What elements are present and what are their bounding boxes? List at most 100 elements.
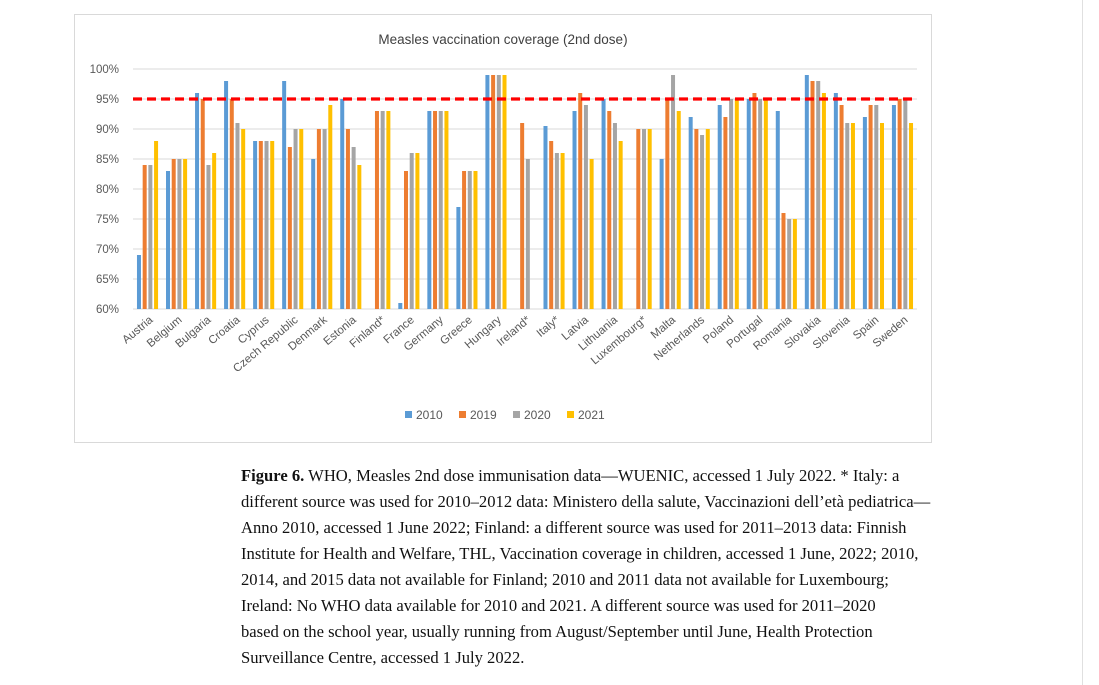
- bar: [850, 123, 855, 309]
- bar: [816, 81, 821, 309]
- bar: [148, 165, 153, 309]
- figure-caption: Figure 6. WHO, Measles 2nd dose immunisa…: [241, 463, 1041, 671]
- y-tick-label: 60%: [96, 304, 119, 316]
- bar: [665, 99, 670, 309]
- caption-line-3: Anno 2010, accessed 1 June 2022; Finland…: [241, 518, 907, 537]
- bar: [525, 159, 530, 309]
- bar: [328, 105, 333, 309]
- legend-label: 2019: [470, 408, 497, 422]
- y-tick-label: 90%: [96, 124, 119, 136]
- bar: [264, 141, 269, 309]
- legend-swatch: [405, 411, 412, 418]
- bar: [839, 105, 844, 309]
- bar: [752, 93, 757, 309]
- chart-container: Measles vaccination coverage (2nd dose) …: [74, 14, 932, 443]
- bar: [404, 171, 409, 309]
- bars: [136, 75, 914, 309]
- y-tick-label: 70%: [96, 244, 119, 256]
- bar: [647, 129, 652, 309]
- bar: [322, 129, 327, 309]
- bar: [287, 147, 292, 309]
- bar: [438, 111, 443, 309]
- bar: [491, 75, 496, 309]
- bar: [636, 129, 641, 309]
- legend-swatch: [513, 411, 520, 418]
- legend-label: 2020: [524, 408, 551, 422]
- caption-line-8: Surveillance Centre, accessed 1 July 202…: [241, 648, 525, 667]
- bar: [386, 111, 391, 309]
- x-tick-label: Ireland*: [495, 314, 533, 349]
- bar: [444, 111, 449, 309]
- bar: [700, 135, 705, 309]
- bar: [781, 213, 786, 309]
- y-tick-label: 95%: [96, 94, 119, 106]
- bar: [845, 123, 850, 309]
- bar: [601, 99, 606, 309]
- bar: [746, 99, 751, 309]
- bar: [496, 75, 501, 309]
- bar: [166, 171, 171, 309]
- caption-label: Figure 6.: [241, 466, 305, 485]
- legend: 2010 2019 2020 2021: [405, 408, 605, 422]
- bar: [183, 159, 188, 309]
- bar: [833, 93, 838, 309]
- bar: [357, 165, 362, 309]
- bar: [380, 111, 385, 309]
- bar: [200, 99, 205, 309]
- bar: [583, 105, 588, 309]
- bar: [409, 153, 414, 309]
- bar: [473, 171, 478, 309]
- bar: [520, 123, 525, 309]
- chart-title: Measles vaccination coverage (2nd dose): [378, 32, 627, 47]
- bar: [427, 111, 432, 309]
- legend-label: 2010: [416, 408, 443, 422]
- bar: [723, 117, 728, 309]
- bar: [340, 99, 345, 309]
- bar: [903, 99, 908, 309]
- bar: [316, 129, 321, 309]
- bar: [241, 129, 246, 309]
- bar: [154, 141, 159, 309]
- bar: [891, 105, 896, 309]
- bar: [229, 99, 234, 309]
- bar: [705, 129, 710, 309]
- bar: [433, 111, 438, 309]
- x-tick-label: Croatia: [206, 314, 243, 347]
- bar: [897, 99, 902, 309]
- y-tick-label: 85%: [96, 154, 119, 166]
- bar: [142, 165, 147, 309]
- bar: [578, 93, 583, 309]
- bar: [694, 129, 699, 309]
- bar: [676, 111, 681, 309]
- bar: [734, 99, 739, 309]
- bar: [502, 75, 507, 309]
- caption-line-5: 2014, and 2015 data not available for Fi…: [241, 570, 889, 589]
- x-axis-labels: AustriaBelgiumBulgariaCroatiaCyprusCzech…: [120, 314, 910, 375]
- bar: [810, 81, 815, 309]
- bar: [554, 153, 559, 309]
- bar: [543, 126, 548, 309]
- bar: [206, 165, 211, 309]
- bar: [572, 111, 577, 309]
- bar: [763, 99, 768, 309]
- bar: [467, 171, 472, 309]
- bar: [868, 105, 873, 309]
- bar: [270, 141, 275, 309]
- y-tick-label: 65%: [96, 274, 119, 286]
- bar: [862, 117, 867, 309]
- bar: [549, 141, 554, 309]
- caption-line-2: different source was used for 2010–2012 …: [241, 492, 931, 511]
- bar: [671, 75, 676, 309]
- bar: [688, 117, 693, 309]
- gridlines: [133, 68, 917, 310]
- y-tick-label: 80%: [96, 184, 119, 196]
- bar: [398, 303, 403, 309]
- bar: [293, 129, 298, 309]
- bar: [879, 123, 884, 309]
- bar: [374, 111, 379, 309]
- bar: [758, 99, 763, 309]
- bar: [171, 159, 176, 309]
- bar: [787, 219, 792, 309]
- page-edge-divider: [1082, 0, 1083, 685]
- bar: [641, 129, 646, 309]
